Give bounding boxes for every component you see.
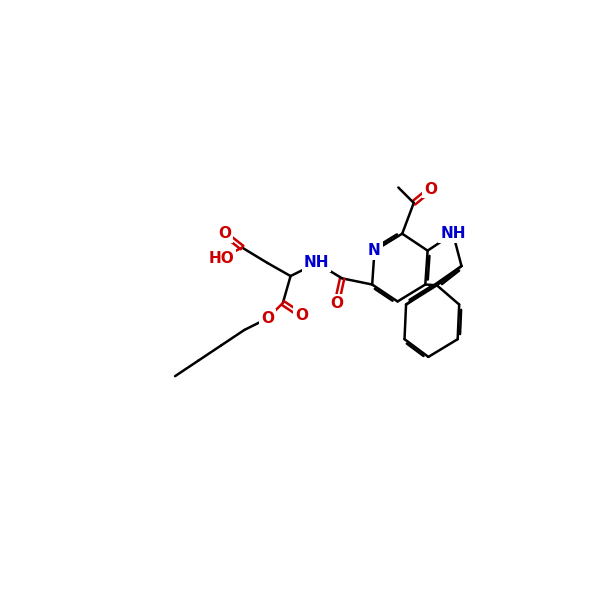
Text: NH: NH (304, 256, 329, 271)
Text: O: O (424, 182, 437, 197)
Text: O: O (218, 226, 231, 241)
Text: O: O (261, 311, 274, 326)
Text: O: O (330, 295, 343, 311)
Text: HO: HO (208, 251, 234, 266)
Text: NH: NH (440, 226, 466, 241)
Text: O: O (295, 308, 308, 323)
Text: N: N (368, 243, 381, 258)
